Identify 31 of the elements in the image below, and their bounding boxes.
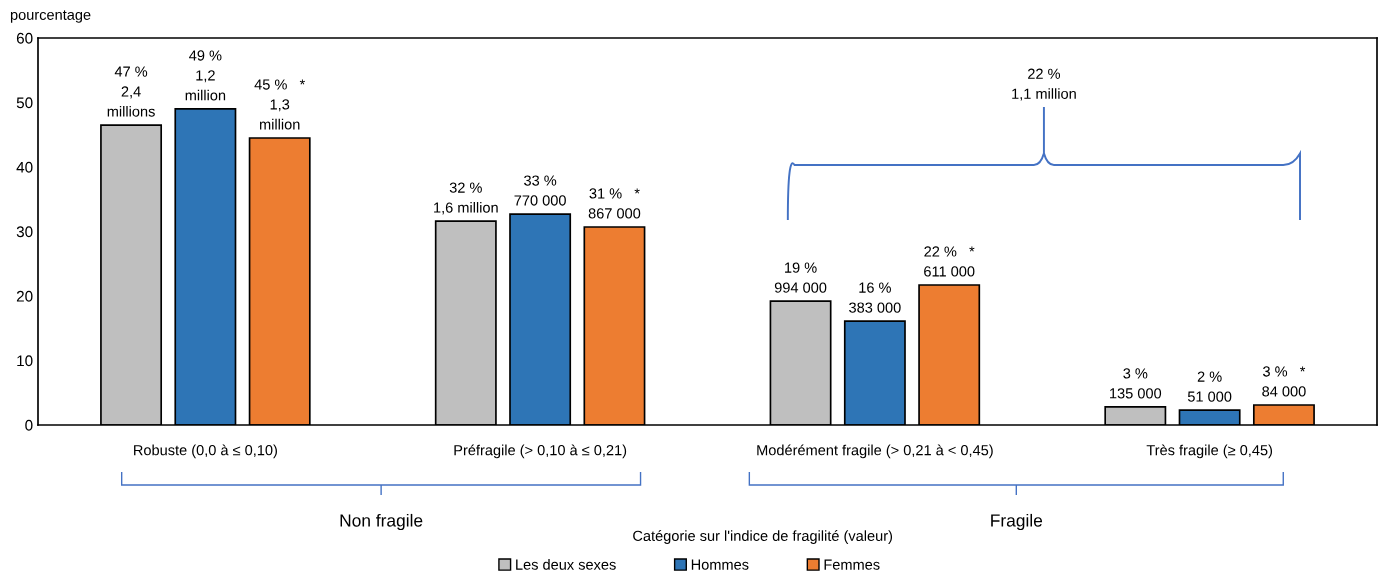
x-axis-title: Catégorie sur l'indice de fragilité (valeur) [633,530,893,544]
y-tick-label: 60 [16,32,33,44]
data-label: 31 % * 867 000 [588,188,641,219]
y-tick-label: 50 [16,97,33,109]
x-tick-label: Robuste (0,0 à ≤ 0,10) [134,444,277,459]
data-label: 49 % 1,2 million [185,50,226,101]
annotation: 22 % 1,1 million [1012,68,1076,101]
x-tick-label: Préfragile (> 0,10 à ≤ 0,21) [454,444,627,459]
data-label: 3 % 135 000 [1110,368,1162,399]
y-tick-label: 10 [17,355,33,367]
text: Non fragile [340,513,423,531]
data-label: 32 % 1,6 million [434,182,498,215]
text: Fragile [991,513,1043,531]
x-tick-label: Très fragile (≥ 0,45) [1146,444,1273,459]
y-tick-label: 0 [25,419,33,431]
data-label: 2 % 51 000 [1187,371,1232,402]
legend-label: Hommes [691,559,749,570]
y-tick-label: 20 [16,290,33,302]
data-label: 16 % 383 000 [849,282,901,313]
data-label: 33 % 770 000 [514,175,566,206]
data-label: 19 % 994 000 [774,262,827,293]
data-label: 3 % * 84 000 [1262,366,1306,397]
legend-label: Les deux sexes [516,559,616,570]
data-label: 22 % * 611 000 [924,246,975,277]
y-axis-title: pourcentage [10,10,91,23]
data-label: 45 % * 1,3 million [254,79,305,130]
data-label: 47 % 2,4 millions [107,66,155,117]
y-tick-label: 30 [16,226,33,238]
y-tick-label: 40 [16,161,33,173]
legend-label: Femmes [824,559,880,570]
x-tick-label: Modérément fragile (> 0,21 à < 0,45) [757,444,993,459]
